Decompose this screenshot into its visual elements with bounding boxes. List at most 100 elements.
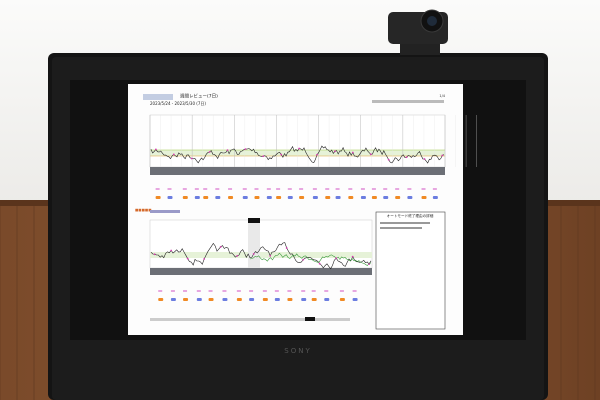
bolus-dot: [369, 153, 372, 156]
event-tag: [352, 298, 358, 301]
event-tag: [352, 290, 357, 292]
event-tag: [312, 196, 318, 199]
event-tag: [170, 298, 176, 301]
event-tag: [371, 188, 376, 190]
bolus-dot: [316, 153, 318, 156]
event-tag: [262, 298, 268, 301]
bolus-dot: [387, 158, 390, 161]
event-tag: [407, 196, 413, 199]
event-tag: [203, 188, 208, 190]
bolus-dot: [318, 262, 321, 265]
event-tag: [228, 188, 233, 190]
section-label-bar: [150, 210, 180, 213]
event-tag: [299, 196, 305, 199]
reason-panel: [375, 211, 446, 330]
bolus-dot: [226, 149, 229, 152]
event-tag: [196, 290, 201, 292]
event-tag: [222, 298, 228, 301]
event-tag: [421, 196, 427, 199]
bolus-dot: [280, 153, 283, 156]
event-tag: [183, 298, 189, 301]
webcam-glass: [427, 16, 437, 26]
event-tag: [203, 196, 209, 199]
bolus-dot: [154, 148, 157, 151]
event-tag: [276, 196, 282, 199]
bolus-dot: [208, 151, 211, 153]
event-tag: [287, 188, 292, 190]
event-tag: [407, 188, 412, 190]
event-tag: [299, 188, 304, 190]
bolus-dot: [170, 249, 173, 252]
event-tag: [208, 298, 214, 301]
event-tag: [301, 298, 307, 301]
bolus-dot: [252, 252, 255, 255]
event-tag: [395, 196, 401, 199]
event-tag: [167, 188, 172, 190]
event-tag: [155, 196, 161, 199]
event-tag: [371, 196, 377, 199]
event-tag: [242, 196, 248, 199]
event-tag: [167, 196, 173, 199]
event-tag: [287, 196, 293, 199]
blurred-logo: [143, 94, 173, 100]
event-tag: [194, 196, 200, 199]
event-tag: [383, 196, 389, 199]
bolus-dot: [334, 150, 336, 153]
event-tag: [215, 196, 221, 199]
event-tag: [311, 298, 317, 301]
event-tag: [274, 290, 279, 292]
event-tag: [222, 290, 227, 292]
section-label: ■■■■■: [135, 208, 152, 212]
shaded-period: [248, 220, 260, 268]
panel-line: [380, 227, 422, 229]
doc-date: 2023/5/24 - 2023/5/30 (7日): [150, 101, 206, 106]
event-tag: [155, 188, 160, 190]
event-tag: [325, 188, 330, 190]
bolus-dot: [441, 154, 444, 157]
event-tag: [339, 298, 345, 301]
sensor-trace: [249, 252, 372, 266]
bolus-dot: [190, 157, 193, 160]
event-tag: [432, 196, 438, 199]
bolus-dot: [244, 148, 247, 151]
time-band: [150, 167, 445, 175]
doc-title: 週間レビュー(7日): [180, 93, 218, 100]
legend-key: [305, 317, 315, 321]
bolus-dot: [219, 245, 222, 248]
event-tag: [276, 188, 281, 190]
event-tag: [236, 290, 241, 292]
chart-frame: [149, 219, 373, 269]
event-tag: [274, 298, 280, 301]
event-tag: [194, 188, 199, 190]
event-tag: [249, 290, 254, 292]
event-tag: [348, 196, 354, 199]
event-tag: [335, 188, 340, 190]
event-tag: [266, 196, 272, 199]
event-tag: [242, 188, 247, 190]
event-tag: [339, 290, 344, 292]
bolus-dot: [186, 257, 189, 260]
event-tag: [182, 196, 188, 199]
event-tag: [335, 196, 341, 199]
event-tag: [170, 290, 175, 292]
bolus-dot: [423, 158, 426, 160]
brand: SONY: [284, 347, 311, 355]
bolus-dot: [368, 263, 371, 266]
panel-line: [380, 222, 430, 224]
lower-chart: [149, 218, 373, 275]
event-tag: [215, 188, 220, 190]
event-tag: [196, 298, 202, 301]
event-tag: [325, 196, 331, 199]
event-tag: [287, 290, 292, 292]
bolus-dot: [285, 247, 288, 249]
event-tag: [432, 188, 437, 190]
bolus-dot: [203, 258, 206, 260]
bolus-dot: [351, 151, 354, 154]
event-tag: [236, 298, 242, 301]
bolus-dot: [335, 257, 338, 260]
event-tag: [421, 188, 426, 190]
event-tag: [158, 290, 163, 292]
target-range: [150, 252, 372, 258]
event-tag: [228, 196, 234, 199]
